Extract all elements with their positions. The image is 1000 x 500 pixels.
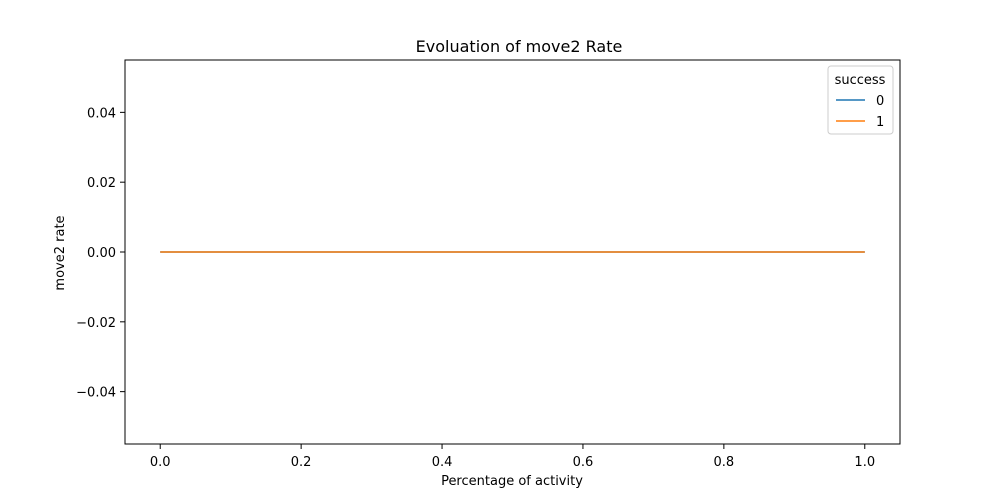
y-axis-ticks: 0.04 0.02 0.00 −0.02 −0.04 bbox=[76, 106, 125, 401]
x-tick-label: 0.4 bbox=[432, 455, 453, 470]
chart-title: Evoluation of move2 Rate bbox=[416, 37, 623, 56]
x-tick-label: 1.0 bbox=[854, 455, 875, 470]
x-tick-label: 0.0 bbox=[150, 455, 171, 470]
y-tick-label: −0.04 bbox=[76, 386, 116, 401]
legend-title: success bbox=[835, 73, 886, 88]
legend-label-0: 0 bbox=[876, 94, 884, 109]
x-tick-label: 0.6 bbox=[573, 455, 594, 470]
x-axis-label: Percentage of activity bbox=[441, 474, 583, 489]
x-axis-ticks: 0.0 0.2 0.4 0.6 0.8 1.0 bbox=[150, 444, 875, 470]
y-tick-label: 0.02 bbox=[87, 176, 116, 191]
y-axis-label: move2 rate bbox=[53, 215, 68, 290]
legend-items: 01 bbox=[836, 94, 884, 130]
x-tick-label: 0.2 bbox=[291, 455, 312, 470]
y-tick-label: 0.04 bbox=[87, 106, 116, 121]
y-tick-label: −0.02 bbox=[76, 316, 116, 331]
x-tick-label: 0.8 bbox=[714, 455, 735, 470]
legend: success 01 bbox=[827, 65, 894, 135]
y-tick-label: 0.00 bbox=[87, 246, 116, 261]
legend-label-1: 1 bbox=[876, 115, 884, 130]
